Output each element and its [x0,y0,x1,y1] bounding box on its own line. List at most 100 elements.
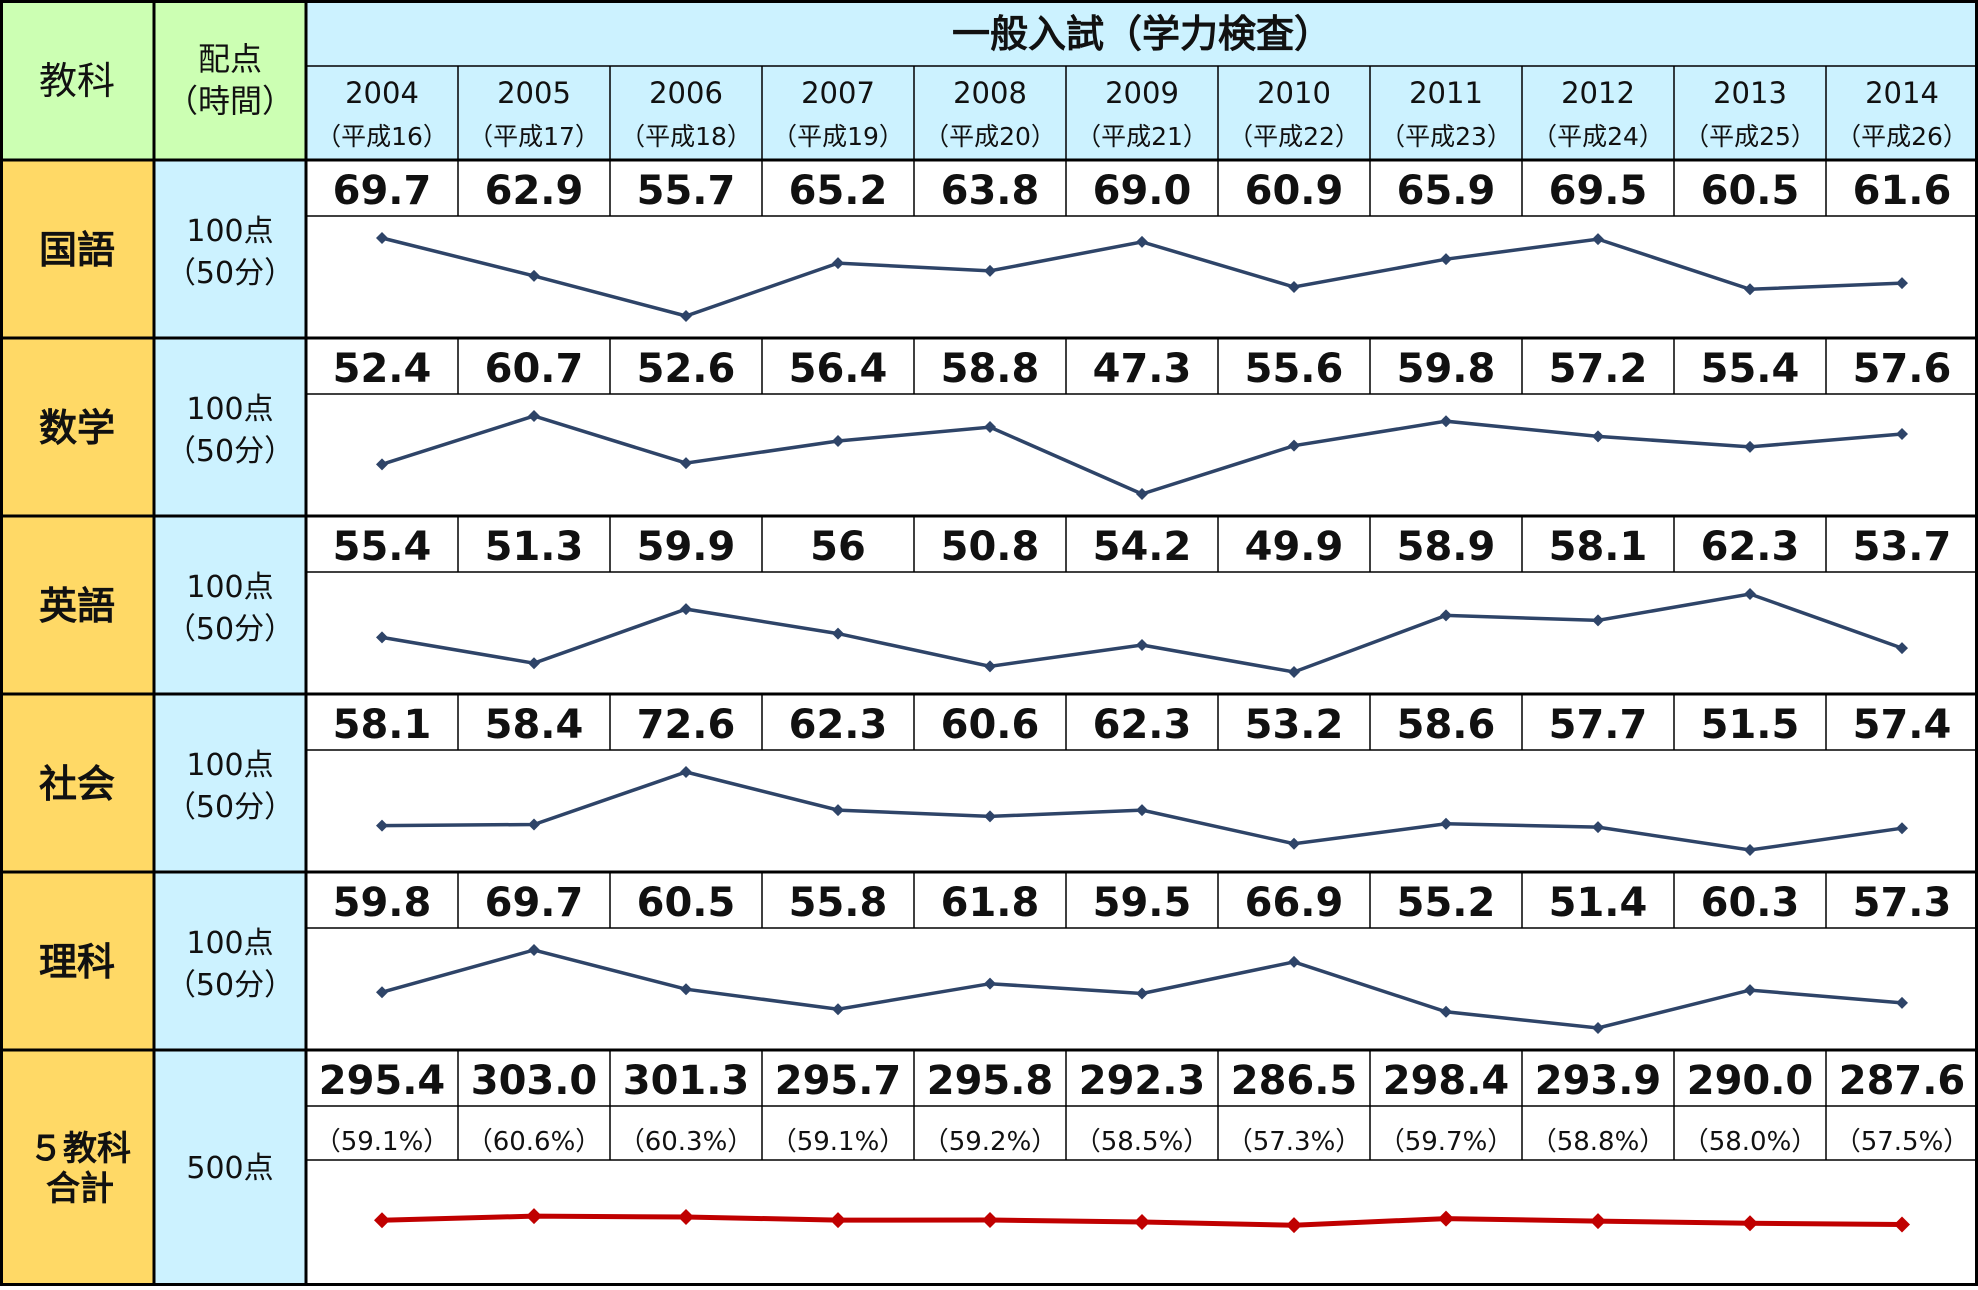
value-label: 57.2 [1549,346,1648,392]
data-point [1288,955,1300,968]
value-label: 49.9 [1245,524,1344,570]
percent-label: （60.6%） [467,1127,602,1157]
value-label: 52.6 [637,346,736,392]
data-point [830,1212,846,1229]
subject-header-label: 教科 [39,59,115,103]
data-point [1440,817,1452,830]
data-point [1438,1210,1454,1227]
percent-label: （59.2%） [923,1127,1058,1157]
value-label: 61.6 [1853,168,1952,214]
data-point [1592,1022,1604,1034]
value-label: 58.6 [1397,702,1496,748]
data-point [678,1209,694,1226]
subject-line [381,592,1903,674]
year-label: 2005 [497,76,571,110]
value-label: 61.8 [941,880,1040,926]
points-cell [154,1050,306,1286]
points-header-cell [154,0,306,160]
data-point [832,435,844,448]
subject-name: 数学 [39,406,115,450]
data-point [984,421,996,434]
data-point [832,257,844,270]
data-point [1440,1005,1452,1018]
value-label: 58.1 [333,702,432,748]
percent-label: （58.0%） [1683,1127,1818,1157]
value-label: 57.3 [1853,880,1952,926]
value-label: 54.2 [1093,524,1192,570]
data-point [982,1212,998,1229]
data-point [1742,1215,1758,1232]
subject-header-cell [0,0,154,160]
value-label: 55.7 [637,168,736,214]
time-value: （50分） [166,434,294,469]
subject-name: ５教科 [29,1129,131,1169]
page-title: 一般入試（学力検査） [952,12,1332,56]
data-point [376,458,388,471]
era-label: （平成23） [1380,122,1512,151]
value-label: 55.4 [333,524,432,570]
value-label: 57.7 [1549,702,1648,748]
time-header-label: （時間） [166,82,294,120]
value-label: 69.7 [333,168,432,214]
data-point [984,264,996,277]
value-label: 65.9 [1397,168,1496,214]
data-point [1440,415,1452,428]
data-point [1288,281,1300,294]
year-label: 2008 [953,76,1027,110]
data-point [1744,283,1756,296]
value-label: 298.4 [1383,1058,1510,1104]
data-point [1440,253,1452,266]
value-label: 59.9 [637,524,736,570]
points-value: 100点 [186,392,273,427]
data-point [1136,638,1148,651]
value-label: 58.4 [485,702,584,748]
data-point [1592,233,1604,246]
data-point [680,603,692,616]
time-value: （50分） [166,968,294,1003]
data-point [1286,1217,1302,1234]
value-label: 51.5 [1701,702,1800,748]
subject-cell [0,1050,154,1286]
percent-label: （59.7%） [1379,1127,1514,1157]
subject-name: 社会 [39,762,115,806]
value-label: 69.0 [1093,168,1192,214]
percent-label: （57.3%） [1227,1127,1362,1157]
time-value: （50分） [166,612,294,647]
value-label: 295.7 [775,1058,902,1104]
value-label: 62.3 [789,702,888,748]
data-point [1744,588,1756,600]
points-header-label: 配点 [198,40,262,78]
subject-cell [0,160,154,338]
value-label: 58.8 [941,346,1040,392]
data-point [376,232,388,244]
data-point [984,810,996,823]
year-label: 2009 [1105,76,1179,110]
value-label: 51.4 [1549,880,1648,926]
value-label: 56.4 [789,346,888,392]
points-value: 500点 [186,1151,273,1186]
data-point [680,983,692,996]
data-point [1744,984,1756,997]
value-label: 60.6 [941,702,1040,748]
data-point [984,977,996,990]
data-point [984,660,996,673]
points-cell [154,160,306,338]
era-label: （平成22） [1228,122,1360,151]
value-label: 53.7 [1853,524,1952,570]
data-point [680,457,692,470]
value-label: 60.9 [1245,168,1344,214]
year-label: 2006 [649,76,723,110]
data-point [528,657,540,670]
data-point [528,410,540,422]
era-label: （平成26） [1836,122,1968,151]
value-label: 69.7 [485,880,584,926]
data-point [528,269,540,282]
subject-name: 英語 [39,584,115,628]
data-point [1896,642,1908,655]
value-label: 55.8 [789,880,888,926]
value-label: 287.6 [1839,1058,1966,1104]
subject-cell [0,872,154,1050]
value-label: 303.0 [471,1058,598,1104]
data-point [1896,822,1908,835]
value-label: 55.2 [1397,880,1496,926]
